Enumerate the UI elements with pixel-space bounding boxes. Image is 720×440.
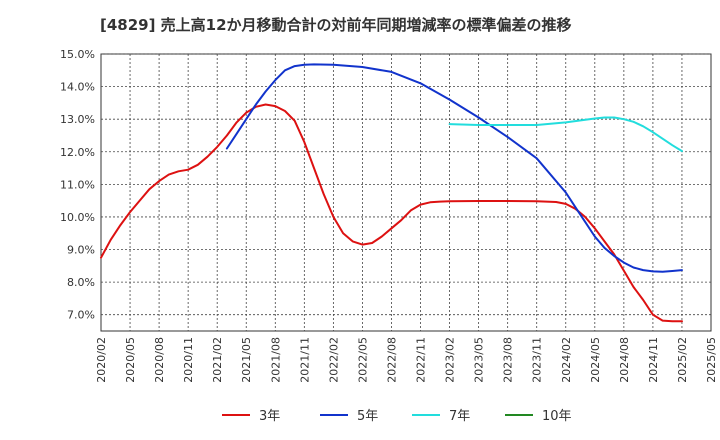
y-tick-label: 13.0%: [60, 113, 95, 126]
series-line-3年: [100, 103, 683, 323]
y-tick-label: 14.0%: [60, 81, 95, 94]
y-tick-label: 8.0%: [67, 276, 95, 289]
x-tick-label: 2025/05: [705, 337, 718, 383]
legend-label-3年: 3年: [259, 409, 280, 424]
x-tick-label: 2020/05: [124, 337, 137, 383]
x-tick-label: 2024/02: [560, 337, 573, 383]
x-tick-label: 2021/02: [211, 337, 224, 383]
x-tick-label: 2025/02: [676, 337, 689, 383]
y-tick-label: 12.0%: [60, 146, 95, 159]
x-tick-label: 2023/05: [473, 337, 486, 383]
y-tick-label: 11.0%: [60, 178, 95, 191]
x-tick-label: 2021/11: [298, 337, 311, 383]
x-tick-label: 2022/02: [327, 337, 340, 383]
x-tick-label: 2020/02: [95, 337, 108, 383]
plot-area: [100, 53, 712, 332]
x-tick-label: 2024/11: [647, 337, 660, 383]
x-tick-label: 2020/08: [153, 337, 166, 383]
x-tick-label: 2024/08: [618, 337, 631, 383]
x-tick-label: 2021/08: [269, 337, 282, 383]
x-tick-label: 2022/05: [356, 337, 369, 383]
y-tick-label: 10.0%: [60, 211, 95, 224]
x-tick-label: 2024/05: [589, 337, 602, 383]
legend-label-7年: 7年: [449, 409, 470, 424]
x-tick-label: 2023/02: [444, 337, 457, 383]
x-tick-label: 2023/11: [531, 337, 544, 383]
chart-title: [4829] 売上高12か月移動合計の対前年同期増減率の標準偏差の推移: [100, 16, 572, 34]
series-line-5年: [225, 63, 683, 273]
legend-label-5年: 5年: [357, 409, 378, 424]
x-tick-label: 2022/11: [415, 337, 428, 383]
x-tick-label: 2023/08: [502, 337, 515, 383]
legend-label-10年: 10年: [542, 409, 572, 424]
x-tick-label: 2021/05: [240, 337, 253, 383]
y-tick-label: 9.0%: [67, 244, 95, 257]
y-tick-label: 15.0%: [60, 48, 95, 61]
series-line-7年: [448, 116, 683, 153]
x-tick-label: 2020/11: [182, 337, 195, 383]
y-tick-label: 7.0%: [67, 309, 95, 322]
x-tick-label: 2022/08: [385, 337, 398, 383]
